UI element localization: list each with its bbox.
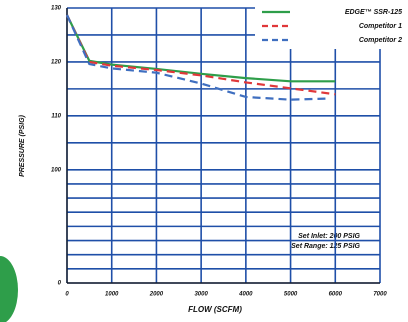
page: {"chart_data": {"type": "line", "y_label… [0, 0, 408, 322]
decor [0, 256, 18, 322]
y-tick-label: 120 [51, 59, 62, 65]
x-tick-label: 1000 [105, 292, 119, 298]
annotation: Set Range: 125 PSIG [291, 243, 360, 250]
legend-label: EDGE™ SSR-125 [345, 9, 402, 16]
x-tick-label: 0 [65, 292, 69, 298]
y-tick-label: 0 [58, 281, 62, 287]
x-tick-label: 7000 [373, 292, 387, 298]
legend-label: Competitor 2 [359, 37, 402, 44]
x-tick-label: 4000 [238, 292, 253, 298]
legend-label: Competitor 1 [359, 23, 402, 30]
x-axis-label: FLOW (SCFM) [188, 305, 242, 314]
y-axis-label: PRESSURE (PSIG) [19, 114, 26, 177]
annotation: Set Inlet: 200 PSIG [298, 233, 360, 240]
x-tick-label: 5000 [284, 292, 298, 298]
y-tick-label: 110 [51, 113, 61, 119]
x-tick-label: 6000 [329, 292, 343, 298]
y-tick-label: 100 [51, 167, 62, 173]
chart: PRESSURE (PSIG) FLOW (SCFM) Set Inlet: 2… [0, 0, 408, 322]
x-tick-label: 2000 [149, 292, 164, 298]
legend: EDGE™ SSR-125 Competitor 1 Competitor 2 [255, 3, 405, 49]
y-tick-label: 130 [51, 6, 62, 12]
x-tick-label: 3000 [194, 292, 208, 298]
